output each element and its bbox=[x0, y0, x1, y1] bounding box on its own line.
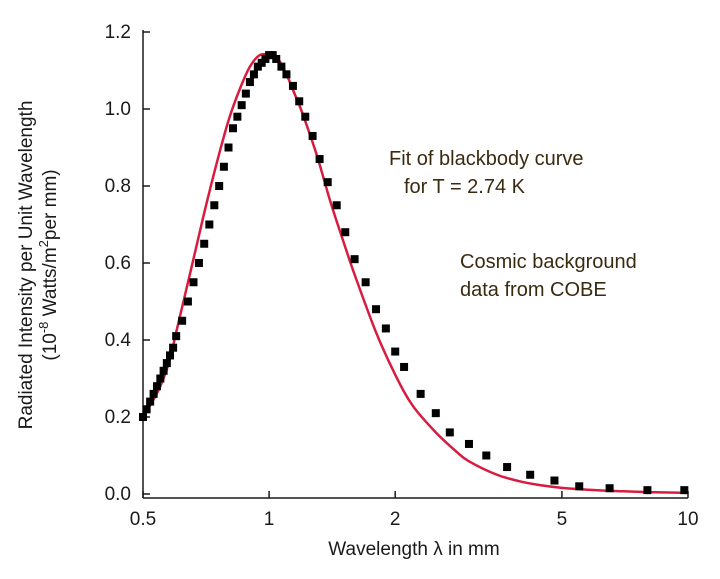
cobe-data-point bbox=[503, 463, 512, 472]
x-tick-label: 0.5 bbox=[130, 509, 156, 530]
cobe-data-point bbox=[350, 255, 359, 264]
blackbody-fit-curve bbox=[141, 52, 689, 495]
cobe-data-point bbox=[178, 316, 187, 325]
y-axis-ticks: 0.0 0.2 0.4 0.6 0.8 1.0 1.2 bbox=[105, 22, 150, 505]
cobe-data-point bbox=[416, 389, 425, 398]
y-tick-label: 1.0 bbox=[105, 99, 131, 120]
cobe-data-point bbox=[215, 182, 224, 190]
cobe-data-point bbox=[308, 131, 317, 140]
cobe-data-point bbox=[233, 112, 242, 121]
cobe-data-point bbox=[169, 343, 178, 352]
series-layer bbox=[139, 51, 689, 495]
cobe-data-point bbox=[680, 486, 689, 495]
y-unit-exponent-2: 2 bbox=[36, 240, 51, 247]
cobe-data-point bbox=[372, 305, 381, 314]
cobe-data-point bbox=[341, 228, 350, 237]
y-tick-label: 0.8 bbox=[105, 176, 131, 197]
y-unit-part-2: Watts/m bbox=[40, 247, 61, 321]
x-tick-label: 1 bbox=[264, 509, 275, 530]
cobe-data-point bbox=[249, 70, 258, 79]
cobe-data-point bbox=[381, 324, 390, 333]
y-axis-title: Radiated Intensity per Unit Wavelength (… bbox=[16, 101, 61, 430]
cobe-data-point bbox=[245, 78, 254, 87]
y-tick-label: 0.4 bbox=[105, 330, 132, 351]
y-axis-title-line1: Radiated Intensity per Unit Wavelength bbox=[16, 101, 37, 430]
cobe-data-point bbox=[482, 451, 491, 460]
cobe-data-point bbox=[241, 89, 250, 98]
cobe-data-point bbox=[526, 470, 535, 479]
y-tick-label: 0.2 bbox=[105, 407, 131, 428]
cobe-data-point bbox=[391, 347, 400, 356]
cobe-data-point bbox=[315, 155, 324, 164]
cobe-data-point bbox=[205, 220, 214, 229]
cobe-data-point bbox=[189, 278, 198, 287]
cobe-data-point bbox=[149, 389, 158, 398]
cobe-data-point bbox=[295, 97, 304, 106]
cobe-data-point bbox=[323, 178, 332, 187]
cobe-data-point bbox=[237, 101, 246, 110]
y-tick-label: 0.0 bbox=[105, 484, 131, 505]
annotation-fit-line1: Fit of blackbody curve bbox=[389, 148, 584, 170]
y-unit-exponent-1: -8 bbox=[36, 322, 51, 334]
cobe-data-point bbox=[643, 486, 652, 495]
cobe-data-point bbox=[301, 112, 310, 121]
x-tick-label: 2 bbox=[390, 509, 401, 530]
y-unit-part-1: (10 bbox=[40, 333, 61, 360]
cobe-data-point bbox=[210, 201, 219, 210]
cobe-data-point bbox=[166, 351, 175, 360]
cobe-data-point bbox=[277, 62, 286, 71]
cobe-data-point bbox=[159, 366, 168, 375]
cobe-data-point bbox=[200, 239, 209, 248]
y-tick-label: 0.6 bbox=[105, 253, 131, 274]
cobe-data-point bbox=[228, 124, 237, 133]
x-axis-ticks: 0.5 1 2 5 10 bbox=[130, 491, 699, 530]
cobe-data-point bbox=[183, 297, 192, 306]
cobe-data-point bbox=[575, 482, 584, 491]
cobe-data-point bbox=[139, 413, 147, 421]
annotation-fit-line2: for T = 2.74 K bbox=[404, 176, 526, 198]
cobe-data-point bbox=[445, 428, 454, 437]
cobe-data-point bbox=[464, 439, 473, 448]
y-axis-title-line2: (10-8 Watts/m2per mm) bbox=[36, 169, 61, 360]
cobe-data-point bbox=[194, 259, 203, 267]
cobe-data-point bbox=[153, 382, 162, 391]
cobe-data-point bbox=[156, 374, 165, 383]
cobe-data-point bbox=[224, 143, 233, 152]
cobe-data-point bbox=[332, 201, 341, 210]
cobe-data-point bbox=[605, 484, 614, 493]
cobe-data-point bbox=[282, 70, 291, 79]
cobe-data-point bbox=[219, 162, 228, 171]
cobe-data-point bbox=[400, 362, 409, 371]
cobe-data-point bbox=[272, 54, 281, 63]
y-unit-part-3: per mm) bbox=[40, 169, 61, 240]
cobe-data-point bbox=[288, 81, 297, 90]
cobe-data-point bbox=[162, 359, 171, 368]
cobe-data-point bbox=[550, 476, 559, 485]
cobe-data-point bbox=[361, 278, 370, 287]
cobe-data-point bbox=[172, 332, 181, 341]
cobe-data-point bbox=[431, 409, 440, 418]
x-tick-label: 5 bbox=[557, 509, 568, 530]
cobe-data-point bbox=[146, 397, 155, 406]
annotation-cobe-line2: data from COBE bbox=[460, 279, 607, 301]
annotation-cobe: Cosmic background data from COBE bbox=[460, 251, 637, 301]
annotation-fit: Fit of blackbody curve for T = 2.74 K bbox=[389, 148, 584, 198]
x-axis-title: Wavelength λ in mm bbox=[328, 539, 499, 560]
cobe-data-point bbox=[142, 405, 151, 414]
annotation-cobe-line1: Cosmic background bbox=[460, 251, 637, 273]
x-tick-label: 10 bbox=[677, 509, 698, 530]
y-tick-label: 1.2 bbox=[105, 22, 131, 43]
